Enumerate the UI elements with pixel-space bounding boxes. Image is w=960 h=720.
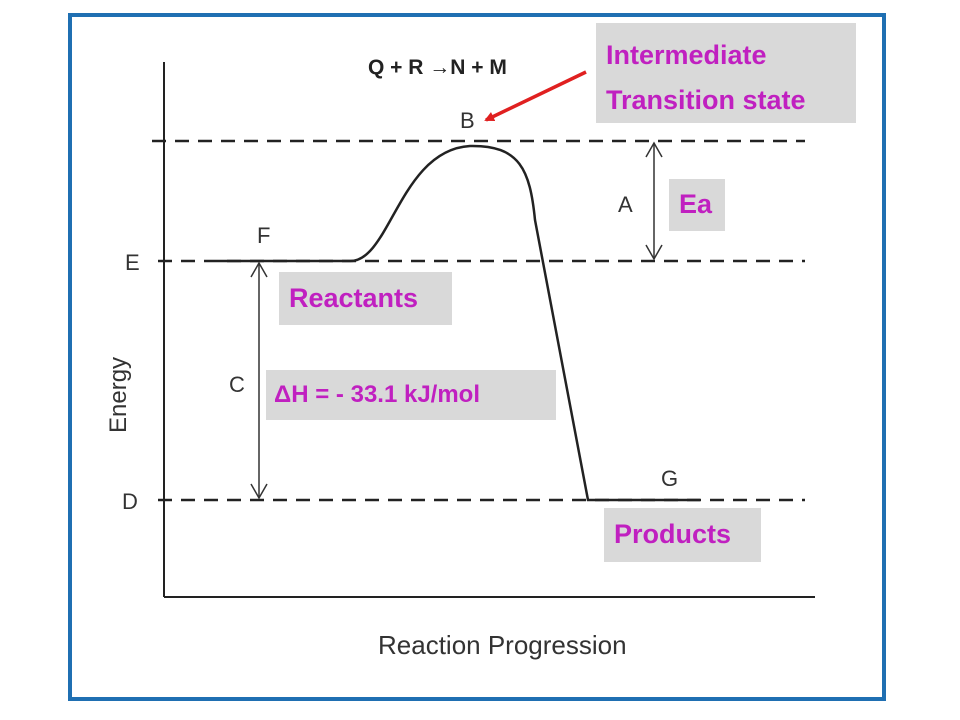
- point-label-f: F: [257, 223, 270, 248]
- point-label-b: B: [460, 108, 475, 133]
- activation-energy-callout: Ea: [669, 179, 725, 231]
- point-label-g: G: [661, 466, 678, 491]
- products-callout: Products: [604, 508, 761, 562]
- transition-callout-line2: Transition state: [606, 78, 856, 123]
- point-label-c: C: [229, 372, 245, 397]
- point-label-d: D: [122, 489, 138, 514]
- transition-callout-line1: Intermediate: [606, 33, 856, 78]
- transition-state-callout: Intermediate Transition state: [596, 23, 856, 123]
- x-axis-label: Reaction Progression: [378, 630, 627, 660]
- transition-pointer-arrow: [486, 72, 586, 120]
- point-label-a: A: [618, 192, 633, 217]
- reaction-equation: Q + R →N + M: [368, 56, 507, 79]
- point-label-e: E: [125, 250, 140, 275]
- enthalpy-callout: ΔH = - 33.1 kJ/mol: [266, 370, 556, 420]
- y-axis-label: Energy: [105, 357, 132, 433]
- reactants-callout: Reactants: [279, 272, 452, 325]
